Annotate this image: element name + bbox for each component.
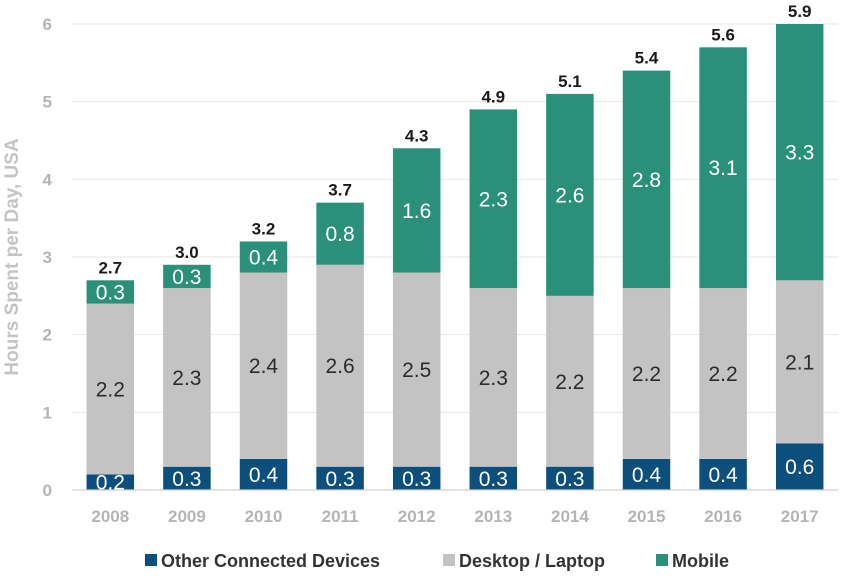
x-tick-label: 2012 [398,507,436,526]
bar-segment [163,288,211,467]
bar-segment [622,70,671,289]
y-tick-label: 6 [43,15,52,34]
bar-segment [546,295,594,467]
legend-label: Desktop / Laptop [459,551,605,571]
bar-total-label: 5.6 [711,25,735,44]
segment-label: 2.6 [555,184,584,207]
bar-segment [622,458,671,490]
bar-total-label: 4.3 [405,126,429,145]
bar-segment [86,303,135,475]
bar-total-label: 5.9 [788,2,812,21]
bar-total-label: 3.2 [252,219,276,238]
legend-label: Mobile [672,551,729,571]
x-tick-label: 2017 [781,507,819,526]
bar-segment [86,280,135,304]
bar-segment [392,272,441,467]
x-tick-label: 2011 [322,507,359,526]
legend-label: Other Connected Devices [161,551,380,571]
segment-label: 3.1 [708,157,737,180]
segment-label: 2.2 [708,363,737,386]
segment-label: 2.2 [632,363,661,386]
bar-total-label: 5.4 [635,49,659,68]
segment-label: 2.2 [96,379,125,402]
segment-label: 0.6 [785,456,814,479]
segment-label: 2.3 [479,188,508,211]
bar-segment [469,288,518,467]
segment-label: 0.4 [632,464,662,487]
segment-label: 0.4 [708,464,738,487]
y-tick-label: 0 [43,481,52,500]
legend-swatch [443,554,455,566]
bar-segment [316,264,364,467]
bar-segment [239,241,288,273]
bars: 0.2 2.2 0.3 2.7 0.3 2.3 0.3 3.0 0.4 2.4 0.4 3.2 0.3 2… [86,2,824,495]
bar-segment [775,24,824,281]
bar-segment [316,466,364,490]
segment-label: 0.3 [402,468,431,491]
y-tick-label: 4 [43,170,53,189]
bar-segment [775,280,824,444]
segment-label: 0.3 [325,468,354,491]
y-tick-label: 2 [43,326,52,345]
bar-total-label: 2.7 [98,258,122,277]
segment-label: 0.2 [96,472,125,495]
x-tick-label: 2013 [474,507,512,526]
segment-label: 0.3 [479,468,508,491]
x-tick-label: 2008 [91,507,129,526]
bar-segment [546,93,594,296]
y-axis-label: Hours Spent per Day, USA [2,138,23,375]
segment-label: 0.3 [96,281,125,304]
bar-segment [699,288,747,459]
bar-segment [239,272,288,459]
x-axis-ticks: 2008 2009 2010 2011 2012 2013 2014 2015 2016 2017 [91,507,818,526]
bar-segment [239,458,288,490]
segment-label: 0.4 [249,247,279,270]
segment-label: 2.2 [555,371,584,394]
segment-label: 2.6 [325,355,354,378]
segment-label: 2.4 [249,355,279,378]
bar-total-label: 3.0 [175,243,199,262]
x-tick-label: 2010 [245,507,283,526]
segment-label: 3.3 [785,142,814,165]
bar-segment [469,466,518,490]
segment-label: 2.3 [479,367,508,390]
x-tick-label: 2014 [551,507,589,526]
bar-segment [469,109,518,289]
bar-segment [622,288,671,459]
bar-segment [546,466,594,490]
segment-label: 0.3 [172,468,201,491]
bar-segment [775,443,824,490]
y-tick-label: 1 [43,403,52,422]
bar-segment [163,264,211,289]
segment-label: 2.5 [402,359,431,382]
bar-segment [699,458,747,490]
bar-segment [86,474,135,490]
segment-label: 0.3 [172,266,201,289]
legend-swatch [145,554,157,566]
y-axis-ticks: 0 1 2 3 4 5 6 [43,15,53,500]
x-tick-label: 2016 [704,507,742,526]
bar-segment [163,466,211,490]
bar-total-label: 5.1 [558,72,582,91]
legend-swatch [656,554,668,566]
bar-total-label: 4.9 [481,87,505,106]
x-tick-label: 2009 [168,507,206,526]
segment-label: 0.4 [249,464,279,487]
segment-label: 2.1 [785,351,814,374]
legend: Other Connected Devices Desktop / Laptop M… [145,551,729,571]
y-tick-label: 5 [43,93,52,112]
x-tick-label: 2015 [628,507,666,526]
segment-label: 0.8 [325,223,354,246]
segment-label: 2.8 [632,169,661,192]
segment-label: 0.3 [555,468,584,491]
bar-segment [316,202,364,265]
bar-total-label: 3.7 [328,181,352,200]
bar-segment [392,466,441,490]
segment-label: 2.3 [172,367,201,390]
bar-segment [392,148,441,273]
y-tick-label: 3 [43,248,52,267]
bar-segment [699,47,747,289]
segment-label: 1.6 [402,200,431,223]
